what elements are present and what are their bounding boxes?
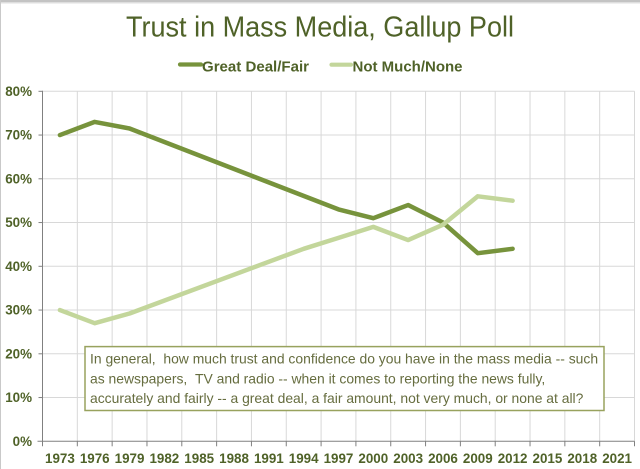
svg-text:accurately and fairly -- a gre: accurately and fairly -- a great deal, a… <box>90 390 584 406</box>
svg-text:In general, how much trust an: In general, how much trust and confidenc… <box>90 351 598 367</box>
svg-text:1985: 1985 <box>184 451 214 466</box>
svg-text:Great Deal/Fair: Great Deal/Fair <box>202 58 309 75</box>
svg-text:80%: 80% <box>5 84 32 99</box>
svg-text:0%: 0% <box>13 434 32 449</box>
svg-text:40%: 40% <box>5 259 32 274</box>
svg-text:1994: 1994 <box>289 451 319 466</box>
svg-text:1979: 1979 <box>115 451 145 466</box>
svg-text:2015: 2015 <box>533 451 563 466</box>
svg-text:2009: 2009 <box>463 451 493 466</box>
svg-text:1973: 1973 <box>45 451 75 466</box>
svg-text:2018: 2018 <box>567 451 597 466</box>
svg-text:50%: 50% <box>5 215 32 230</box>
svg-text:1991: 1991 <box>254 451 284 466</box>
svg-text:60%: 60% <box>5 171 32 186</box>
svg-text:2000: 2000 <box>358 451 388 466</box>
svg-text:Not Much/None: Not Much/None <box>353 58 463 75</box>
svg-text:1982: 1982 <box>149 451 179 466</box>
svg-text:as newspapers, TV and radio -: as newspapers, TV and radio -- when it c… <box>90 370 545 386</box>
svg-text:10%: 10% <box>5 390 32 405</box>
svg-text:2012: 2012 <box>498 451 528 466</box>
svg-text:70%: 70% <box>5 128 32 143</box>
svg-text:Trust in Mass Media, Gallup Po: Trust in Mass Media, Gallup Poll <box>126 12 514 44</box>
svg-text:1988: 1988 <box>219 451 249 466</box>
svg-text:20%: 20% <box>5 346 32 361</box>
svg-text:1997: 1997 <box>324 451 354 466</box>
svg-text:2003: 2003 <box>393 451 423 466</box>
svg-text:30%: 30% <box>5 303 32 318</box>
svg-text:2021: 2021 <box>602 451 632 466</box>
svg-text:1976: 1976 <box>80 451 110 466</box>
svg-text:2006: 2006 <box>428 451 458 466</box>
